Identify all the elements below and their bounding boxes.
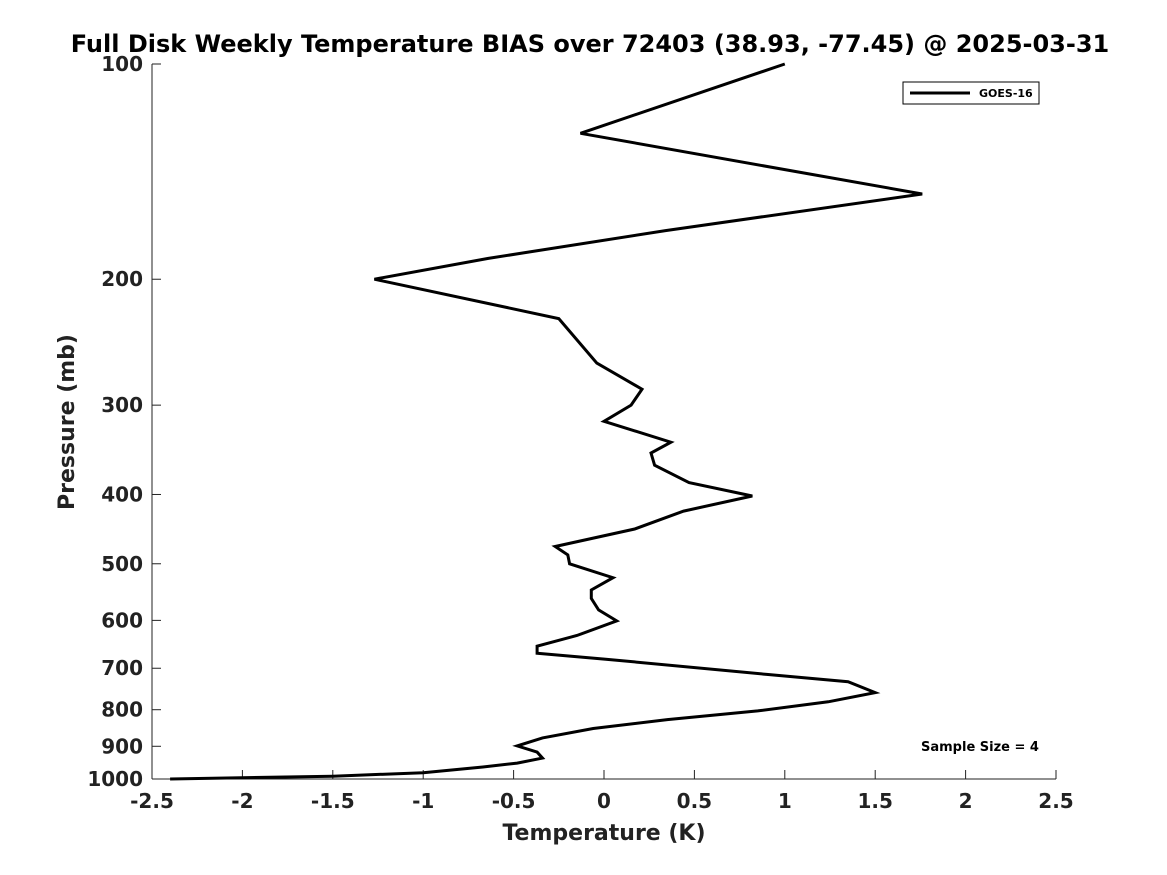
y-tick-label: 1000 (87, 767, 143, 791)
chart-title: Full Disk Weekly Temperature BIAS over 7… (71, 30, 1110, 58)
plot-area (170, 62, 923, 781)
x-tick-label: -2.5 (130, 789, 174, 813)
y-tick-label: 600 (101, 608, 143, 632)
x-tick-label: -2 (231, 789, 253, 813)
x-axis-ticks: -2.5 -2 -1.5 -1 -0.5 0 0.5 1 1.5 2 2.5 (130, 770, 1074, 813)
x-tick-label: 0 (597, 789, 611, 813)
y-tick-label: 400 (101, 482, 143, 506)
y-axis-ticks: 100 200 300 400 500 600 700 800 900 1000 (87, 52, 161, 791)
x-tick-label: 1.5 (857, 789, 892, 813)
x-tick-label: 0.5 (677, 789, 712, 813)
y-tick-label: 200 (101, 267, 143, 291)
series-line (170, 62, 923, 781)
x-tick-label: -1 (412, 789, 434, 813)
y-axis-label: Pressure (mb) (55, 334, 80, 510)
x-tick-label: 2.5 (1038, 789, 1073, 813)
legend-box (902, 81, 1040, 105)
x-axis-label: Temperature (K) (502, 821, 705, 846)
y-tick-label: 300 (101, 393, 143, 417)
y-tick-label: 700 (101, 656, 143, 680)
sample-size-annotation: Sample Size = 4 (921, 740, 1039, 755)
legend: GOES-16 (902, 81, 1040, 105)
x-tick-label: -1.5 (311, 789, 355, 813)
y-tick-label: 100 (101, 52, 143, 76)
y-tick-label: 500 (101, 552, 143, 576)
x-tick-label: 1 (778, 789, 792, 813)
legend-label: GOES-16 (979, 87, 1033, 100)
x-tick-label: 2 (959, 789, 973, 813)
y-tick-label: 800 (101, 698, 143, 722)
y-tick-label: 900 (101, 734, 143, 758)
x-tick-label: -0.5 (492, 789, 536, 813)
